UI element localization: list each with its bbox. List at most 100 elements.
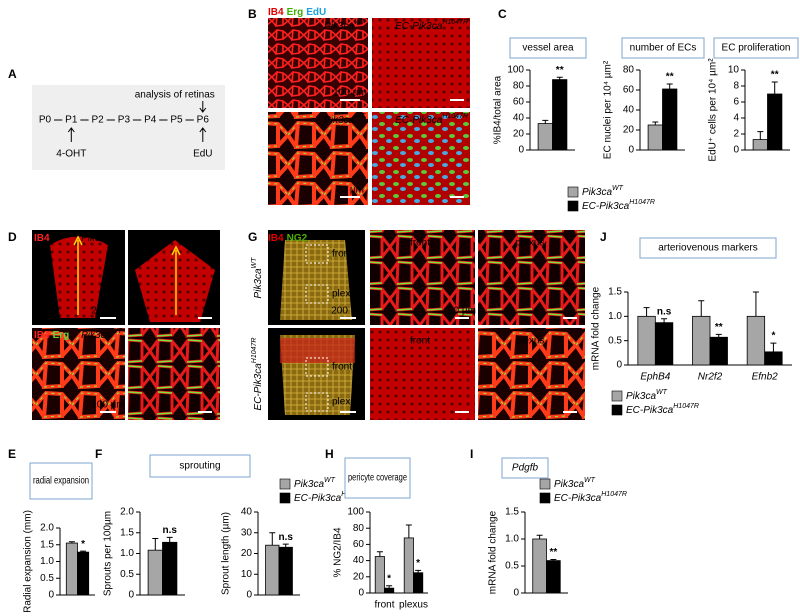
significance: n.s: [657, 306, 672, 317]
region-label: front: [332, 362, 352, 373]
error-bar: [269, 532, 276, 546]
error-bar: [652, 121, 659, 125]
y-tick-label: 60: [623, 85, 635, 96]
y-tick-label: 80: [353, 523, 365, 534]
genotype-sup: WT: [612, 185, 624, 192]
significance: *: [387, 573, 391, 584]
micrograph: [478, 230, 585, 325]
micrograph: [32, 328, 125, 420]
panel-label: H: [325, 447, 334, 461]
y-tick-label: 40: [353, 555, 365, 566]
panel-label: I: [470, 447, 473, 461]
region-label: front: [410, 336, 430, 347]
legend-swatch: [279, 478, 291, 490]
y-tick-label: 0.5: [608, 335, 622, 346]
y-tick-label: 1.5: [608, 287, 622, 298]
genotype-name: EC-Pik3ca: [626, 405, 674, 416]
y-axis-label: % NG2/IB4: [333, 527, 344, 577]
x-tick-label: EphB4: [640, 372, 670, 383]
significance: **: [666, 72, 674, 83]
stain: IB4: [268, 233, 284, 244]
x-tick-label: Nr2f2: [698, 372, 723, 383]
error-bar: [542, 119, 549, 124]
legend-swatch: [611, 390, 623, 402]
day-label: P6: [197, 115, 210, 126]
significance: **: [549, 547, 557, 558]
chart-title: radial expansion: [33, 476, 89, 487]
y-tick-label: 60: [353, 539, 365, 550]
panel-label: D: [8, 230, 17, 244]
genotype-sup: H1047R: [629, 199, 655, 206]
bar: [147, 549, 163, 596]
day-label: P4: [144, 115, 157, 126]
region-label: front: [410, 238, 430, 249]
arrow: [67, 127, 75, 142]
error-bar: [376, 551, 383, 557]
genotype-label: EC-Pik3caH1047R: [395, 19, 468, 31]
y-axis-label: EC nuclei per 10⁴ µm²: [603, 60, 614, 159]
genotype-name: Pik3ca: [324, 21, 354, 32]
y-axis-label: EdU⁺ cells per 10⁴ µm²: [708, 58, 719, 162]
stain: IB4: [268, 7, 284, 18]
panel-label: E: [8, 447, 16, 461]
y-tick-label: 20: [241, 548, 253, 559]
micrograph: [372, 18, 470, 108]
y-tick-label: 2.0: [120, 507, 134, 518]
y-tick-label: 0: [358, 588, 364, 599]
genotype-name: EC-Pik3ca: [294, 493, 342, 504]
genotype-name: EC-Pik3ca: [582, 201, 630, 212]
day-label: P1: [65, 115, 78, 126]
genotype-sup: WT: [354, 113, 366, 120]
region-label: plexus: [332, 289, 361, 300]
arrow: [199, 127, 207, 142]
stain: Erg: [287, 7, 304, 18]
y-tick-label: 80: [513, 81, 525, 92]
chart-title: sprouting: [179, 461, 220, 472]
genotype-sup: H1047R: [601, 491, 627, 498]
arrow: [73, 235, 83, 246]
significance: *: [771, 331, 775, 342]
y-tick-label: 20: [513, 129, 525, 140]
y-tick-label: 80: [623, 65, 635, 76]
title-box: [621, 37, 705, 59]
legend-label: EC-Pik3caH1047R: [582, 199, 655, 211]
region-label: front: [332, 249, 352, 260]
bar: [647, 124, 663, 151]
stain-label: IB4 Erg: [34, 330, 69, 341]
arrow: [171, 245, 181, 256]
genotype-name: Pik3ca: [294, 479, 324, 490]
y-tick-label: 6: [733, 97, 739, 108]
micrograph: [268, 112, 368, 205]
significance: *: [81, 539, 85, 550]
y-tick-label: 0: [518, 145, 524, 156]
stain-label: IB4 NG2: [268, 233, 308, 244]
title-box: [639, 237, 777, 259]
y-tick-label: 0: [513, 588, 519, 599]
genotype-name: EC-Pik3ca: [253, 363, 264, 411]
legend-label: Pik3caWT: [626, 389, 668, 401]
timeline-box: [32, 85, 225, 170]
y-tick-label: 0.5: [40, 573, 54, 584]
y-tick-label: 1.0: [120, 548, 134, 559]
arrow: [199, 101, 207, 113]
region-label: plexus: [516, 336, 545, 347]
stain: NG2: [287, 233, 308, 244]
scale-bar-label: 20 µm: [336, 185, 364, 196]
y-tick-label: 4: [733, 113, 739, 124]
stain: IB4: [34, 233, 50, 244]
bar: [265, 544, 280, 596]
retina-front: [280, 338, 355, 363]
y-tick-label: 0: [128, 590, 134, 601]
region-label: plexus: [332, 397, 361, 408]
y-axis-label: Sprouts per 100µm: [103, 511, 114, 596]
legend-swatch: [539, 478, 551, 490]
bar: [77, 551, 90, 596]
y-tick-label: 0: [246, 590, 252, 601]
micrograph: [372, 112, 470, 205]
day-label: P0: [39, 115, 52, 126]
chart-title: pericyte coverage: [348, 473, 407, 484]
error-bar: [666, 83, 673, 89]
genotype-label: Pik3caWT: [81, 231, 123, 243]
bar: [692, 315, 711, 366]
day-label: P3: [118, 115, 131, 126]
